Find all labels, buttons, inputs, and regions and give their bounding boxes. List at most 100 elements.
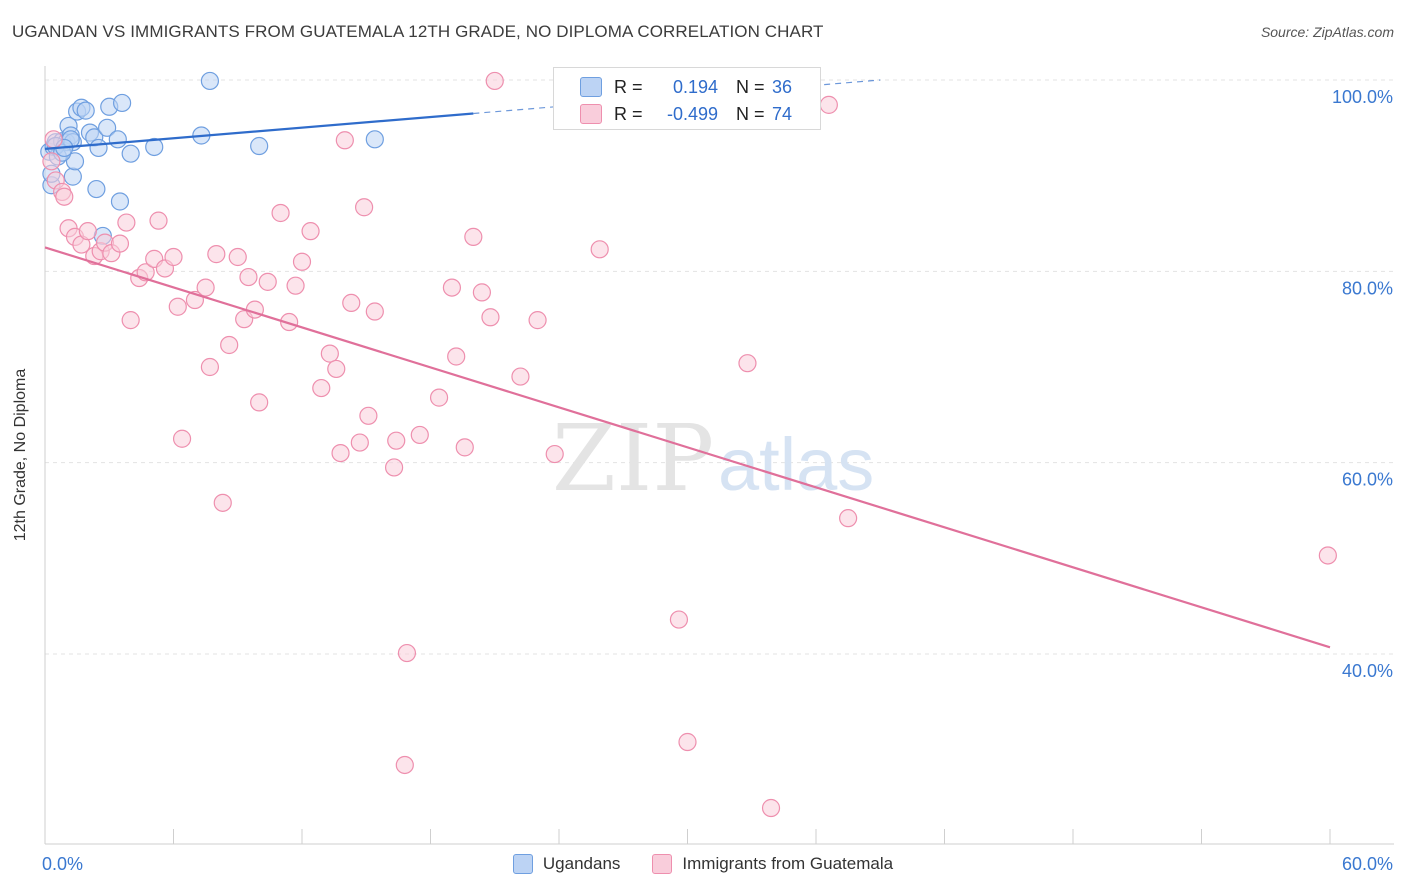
- stats-row-guatemala: R = -0.499 N = 74: [554, 100, 822, 128]
- ugandan-point: [89, 138, 108, 158]
- ugandan-point: [108, 130, 127, 149]
- guatemala-point: [292, 252, 312, 271]
- ugandan-point: [365, 130, 384, 149]
- guatemala-point: [207, 245, 226, 264]
- guatemala-point: [44, 130, 63, 149]
- stats-r-value: -0.499: [666, 103, 718, 124]
- ugandan-trend-extension: [473, 79, 881, 115]
- guatemala-point: [1318, 546, 1337, 565]
- guatemala-point: [335, 131, 354, 150]
- stats-n-label: N =: [736, 76, 765, 97]
- x-tick-label: 60.0%: [1342, 854, 1393, 874]
- guatemala-point: [819, 95, 838, 114]
- y-tick-label: 40.0%: [1342, 661, 1393, 681]
- tick-labels: 40.0% 60.0% 80.0% 100.0% 0.0% 60.0%: [42, 87, 1393, 874]
- source-label: Source: ZipAtlas.com: [1260, 24, 1394, 40]
- guatemala-point: [42, 152, 61, 171]
- ugandan-point: [76, 101, 95, 120]
- guatemala-point: [387, 431, 406, 450]
- ugandan-point: [110, 192, 130, 211]
- guatemala-point: [384, 458, 404, 477]
- guatemala-point: [286, 276, 305, 295]
- legend-swatch-ugandans: [512, 854, 533, 874]
- legend-label-ugandans: Ugandans: [542, 854, 621, 873]
- watermark: ZIP atlas: [552, 405, 874, 512]
- data-points: [40, 71, 1337, 818]
- stats-n-value: 36: [772, 76, 793, 97]
- guatemala-point: [738, 354, 757, 373]
- guatemala-point: [545, 444, 564, 464]
- chart-legend: Ugandans Immigrants from Guatemala: [0, 852, 1406, 876]
- guatemala-point: [213, 493, 232, 512]
- guatemala-point: [447, 347, 466, 366]
- stats-swatch-ugandans: [580, 77, 602, 97]
- ugandan-point: [112, 93, 132, 113]
- ugandan-point: [200, 71, 220, 91]
- guatemala-point: [121, 311, 140, 330]
- guatemala-point: [327, 359, 346, 379]
- guatemala-point: [280, 312, 299, 332]
- x-tick-label: 0.0%: [42, 854, 83, 874]
- guatemala-point: [258, 272, 277, 291]
- ugandan-point: [145, 137, 164, 157]
- guatemala-point: [359, 406, 378, 425]
- ugandan-point: [63, 167, 82, 186]
- guatemala-point: [481, 308, 500, 327]
- legend-item-ugandans[interactable]: Ugandans: [512, 854, 621, 874]
- stats-n-value: 74: [772, 103, 793, 124]
- guatemala-point: [472, 283, 491, 302]
- guatemala-point: [590, 240, 609, 259]
- guatemala-point: [239, 267, 258, 287]
- guatemala-point: [397, 643, 417, 663]
- stats-row-ugandans: R = 0.194 N = 36: [554, 73, 822, 101]
- guatemala-point: [117, 213, 136, 232]
- guatemala-point: [395, 755, 414, 775]
- ugandan-point: [65, 152, 85, 171]
- stats-r-label: R =: [614, 76, 643, 97]
- ugandan-point: [87, 179, 106, 199]
- y-axis-label: 12th Grade, No Diploma: [12, 368, 29, 542]
- guatemala-point: [110, 234, 130, 253]
- guatemala-point: [250, 393, 269, 412]
- guatemala-point: [320, 344, 339, 363]
- guatemala-point: [78, 222, 97, 241]
- guatemala-point: [485, 71, 504, 91]
- guatemala-point: [312, 378, 331, 398]
- ugandan-point: [121, 144, 140, 163]
- ugandan-point: [250, 136, 269, 156]
- guatemala-point: [55, 187, 74, 206]
- chart-title: UGANDAN VS IMMIGRANTS FROM GUATEMALA 12T…: [12, 22, 824, 41]
- stats-r-value: 0.194: [672, 76, 718, 97]
- stats-r-label: R =: [614, 103, 643, 124]
- guatemala-point: [761, 798, 781, 818]
- guatemala-point: [164, 247, 183, 267]
- guatemala-point: [196, 278, 215, 297]
- guatemala-trend-line: [44, 246, 1331, 649]
- guatemala-point: [678, 732, 697, 752]
- grid-lines: [45, 79, 1394, 655]
- guatemala-point: [200, 357, 220, 377]
- guatemala-point: [149, 211, 168, 230]
- guatemala-point: [442, 278, 462, 297]
- guatemala-point: [464, 227, 483, 246]
- guatemala-point: [350, 433, 369, 452]
- y-tick-label: 60.0%: [1342, 470, 1393, 490]
- ugandan-point: [98, 118, 117, 137]
- guatemala-point: [355, 198, 374, 217]
- guatemala-point: [528, 311, 547, 330]
- guatemala-point: [839, 509, 858, 528]
- ugandan-trend-line: [44, 112, 474, 150]
- guatemala-point: [669, 610, 689, 629]
- stats-n-label: N =: [736, 103, 765, 124]
- legend-swatch-guatemala: [652, 854, 673, 874]
- guatemala-point: [342, 293, 361, 313]
- guatemala-point: [301, 222, 320, 241]
- y-tick-label: 100.0%: [1332, 87, 1393, 107]
- guatemala-point: [228, 247, 247, 267]
- guatemala-point: [410, 425, 429, 445]
- legend-label-guatemala: Immigrants from Guatemala: [682, 854, 894, 873]
- legend-item-guatemala[interactable]: Immigrants from Guatemala: [652, 854, 893, 874]
- axes: [44, 66, 1394, 845]
- stats-swatch-guatemala: [580, 104, 602, 124]
- guatemala-point: [220, 335, 239, 355]
